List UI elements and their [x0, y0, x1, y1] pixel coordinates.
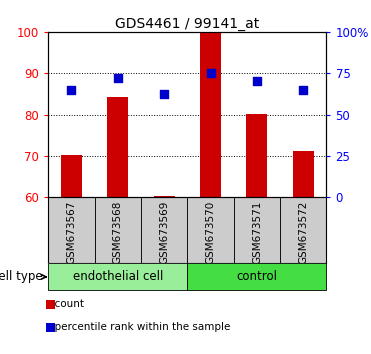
Bar — [107, 97, 128, 197]
Text: GSM673567: GSM673567 — [66, 201, 76, 264]
Text: control: control — [236, 270, 278, 283]
Text: percentile rank within the sample: percentile rank within the sample — [48, 322, 231, 332]
Bar — [48, 197, 95, 263]
Point — [208, 70, 214, 76]
Bar — [234, 197, 280, 263]
Bar — [246, 114, 267, 197]
Bar — [61, 155, 82, 197]
Text: GSM673571: GSM673571 — [252, 201, 262, 264]
Text: endothelial cell: endothelial cell — [73, 270, 163, 283]
Text: count: count — [48, 299, 84, 309]
Bar — [48, 263, 187, 290]
Bar — [187, 197, 234, 263]
Point — [115, 75, 121, 81]
Bar — [154, 196, 175, 197]
Title: GDS4461 / 99141_at: GDS4461 / 99141_at — [115, 17, 259, 31]
Point — [69, 87, 75, 93]
Bar — [187, 263, 326, 290]
Point — [301, 87, 306, 93]
Text: GSM673568: GSM673568 — [113, 201, 123, 264]
Bar — [141, 197, 187, 263]
Text: GSM673569: GSM673569 — [159, 201, 169, 264]
Text: GSM673572: GSM673572 — [298, 201, 308, 264]
Point — [161, 91, 167, 97]
Text: GSM673570: GSM673570 — [206, 201, 216, 264]
Bar — [293, 151, 314, 197]
Bar — [95, 197, 141, 263]
Bar — [280, 197, 326, 263]
Bar — [200, 33, 221, 197]
Text: cell type: cell type — [0, 270, 43, 283]
Point — [254, 79, 260, 84]
